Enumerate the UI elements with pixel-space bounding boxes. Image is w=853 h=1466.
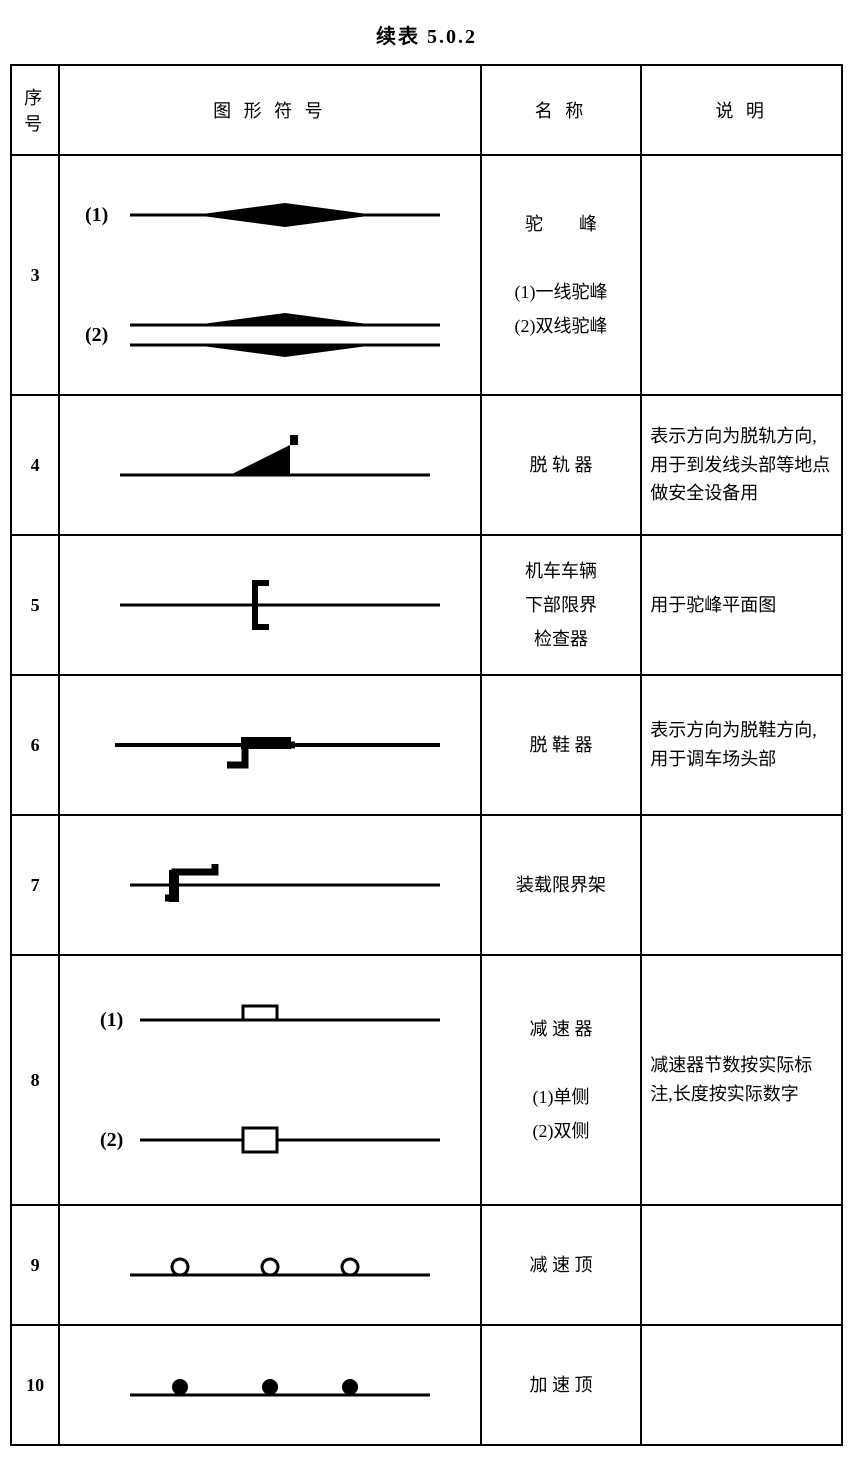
row-index: 9 (11, 1205, 59, 1325)
row-symbol: (1) (2) (59, 155, 481, 395)
row-desc: 用于驼峰平面图 (641, 535, 842, 675)
table-row: 7 装载限界架 (11, 815, 842, 955)
row-symbol (59, 815, 481, 955)
row-symbol (59, 1325, 481, 1445)
row-name: 减 速 顶 (481, 1205, 642, 1325)
header-idx: 序号 (11, 65, 59, 155)
row-name: 脱 鞋 器 (481, 675, 642, 815)
row-name: 驼 峰(1)一线驼峰(2)双线驼峰 (481, 155, 642, 395)
table-row: 5 机车车辆下部限界检查器用于驼峰平面图 (11, 535, 842, 675)
row-name: 减 速 器(1)单侧(2)双侧 (481, 955, 642, 1205)
svg-text:(2): (2) (100, 1129, 123, 1151)
row-symbol (59, 675, 481, 815)
row-desc (641, 155, 842, 395)
row-desc: 减速器节数按实际标注,长度按实际数字 (641, 955, 842, 1205)
row-index: 7 (11, 815, 59, 955)
header-symbol: 图 形 符 号 (59, 65, 481, 155)
row-desc (641, 1325, 842, 1445)
row-desc: 表示方向为脱鞋方向,用于调车场头部 (641, 675, 842, 815)
table-row: 3 (1) (2) 驼 峰(1)一线驼峰(2)双线驼峰 (11, 155, 842, 395)
table-row: 6 脱 鞋 器表示方向为脱鞋方向,用于调车场头部 (11, 675, 842, 815)
svg-text:(2): (2) (85, 324, 108, 346)
row-symbol (59, 535, 481, 675)
table-row: 9 减 速 顶 (11, 1205, 842, 1325)
row-symbol (59, 395, 481, 535)
row-name: 机车车辆下部限界检查器 (481, 535, 642, 675)
table-row: 8 (1) (2) 减 速 器(1)单侧(2)双侧减速器节数按实际标注,长度按实际数字 (11, 955, 842, 1205)
row-index: 3 (11, 155, 59, 395)
svg-text:(1): (1) (85, 204, 108, 226)
row-desc (641, 1205, 842, 1325)
row-symbol: (1) (2) (59, 955, 481, 1205)
row-desc: 表示方向为脱轨方向,用于到发线头部等地点做安全设备用 (641, 395, 842, 535)
table-header-row: 序号 图 形 符 号 名 称 说 明 (11, 65, 842, 155)
table-row: 4 脱 轨 器表示方向为脱轨方向,用于到发线头部等地点做安全设备用 (11, 395, 842, 535)
row-index: 10 (11, 1325, 59, 1445)
row-index: 8 (11, 955, 59, 1205)
row-index: 4 (11, 395, 59, 535)
table-title: 续表 5.0.2 (10, 20, 843, 49)
row-index: 5 (11, 535, 59, 675)
svg-text:(1): (1) (100, 1009, 123, 1031)
row-desc (641, 815, 842, 955)
row-name: 加 速 顶 (481, 1325, 642, 1445)
header-name: 名 称 (481, 65, 642, 155)
row-symbol (59, 1205, 481, 1325)
row-name: 装载限界架 (481, 815, 642, 955)
table-row: 10 加 速 顶 (11, 1325, 842, 1445)
header-desc: 说 明 (641, 65, 842, 155)
symbol-legend-table: 序号 图 形 符 号 名 称 说 明 3 (1) (2) 驼 峰(1)一线驼峰(2)双… (10, 64, 843, 1446)
row-name: 脱 轨 器 (481, 395, 642, 535)
row-index: 6 (11, 675, 59, 815)
